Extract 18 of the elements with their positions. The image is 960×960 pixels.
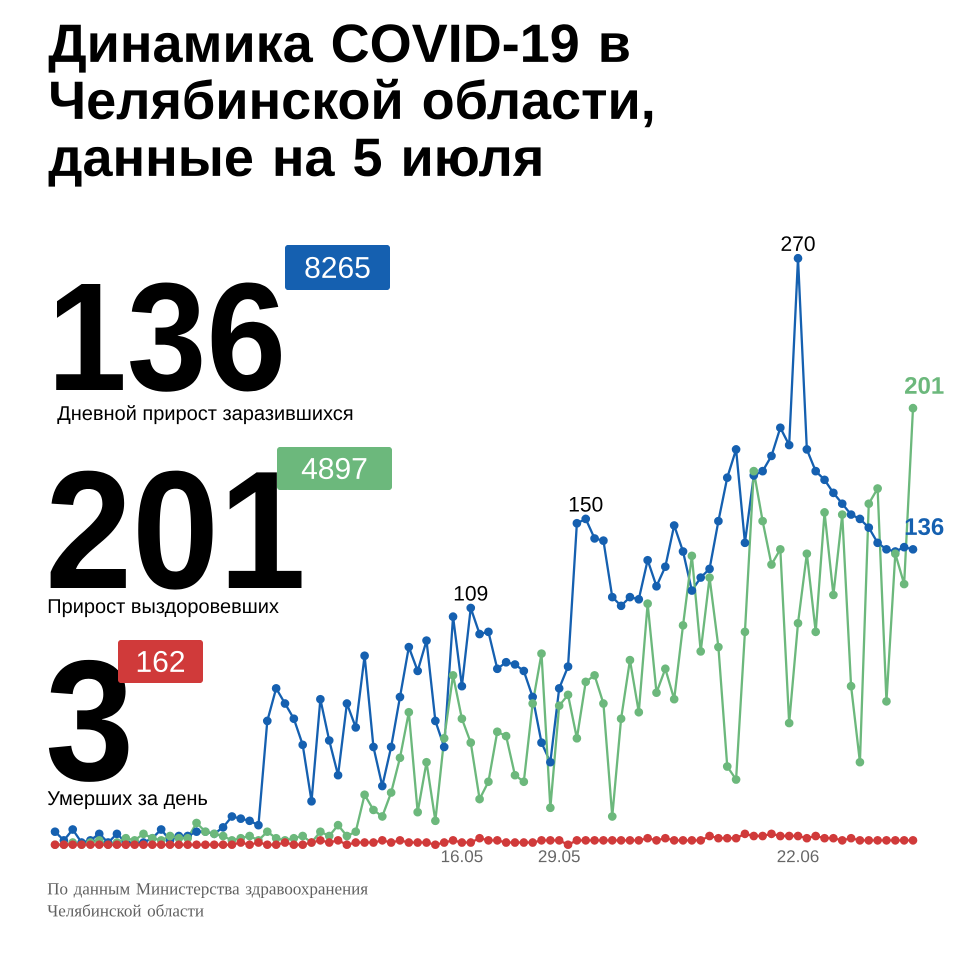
data-label: 201 (905, 376, 944, 394)
annotation: 3 (48, 660, 128, 782)
annotation: 162 (138, 650, 184, 672)
annotation: 136 (56, 282, 281, 392)
annotation: Дневной прирост заразившихся (57, 405, 352, 424)
annotation: 4897 (302, 458, 366, 480)
x-tick-label: 16.05 (442, 850, 482, 862)
x-tick-label: 22.06 (778, 850, 819, 862)
chart-title: Динамика COVID-19 в Челябинской области, данные на 5 июля (48, 24, 652, 187)
data-label: 270 (782, 236, 815, 252)
data-label: 109 (454, 586, 488, 601)
annotation: 8265 (305, 256, 370, 278)
text: По данным Министерства здравоохранения Челябинской области (47, 883, 368, 916)
x-tick-label: 29.05 (538, 850, 580, 862)
annotation: 201 (50, 470, 302, 590)
annotation: Умерших за день (48, 791, 208, 810)
annotation: Прирост выздоровевших (48, 599, 279, 618)
data-label: 150 (570, 496, 602, 512)
